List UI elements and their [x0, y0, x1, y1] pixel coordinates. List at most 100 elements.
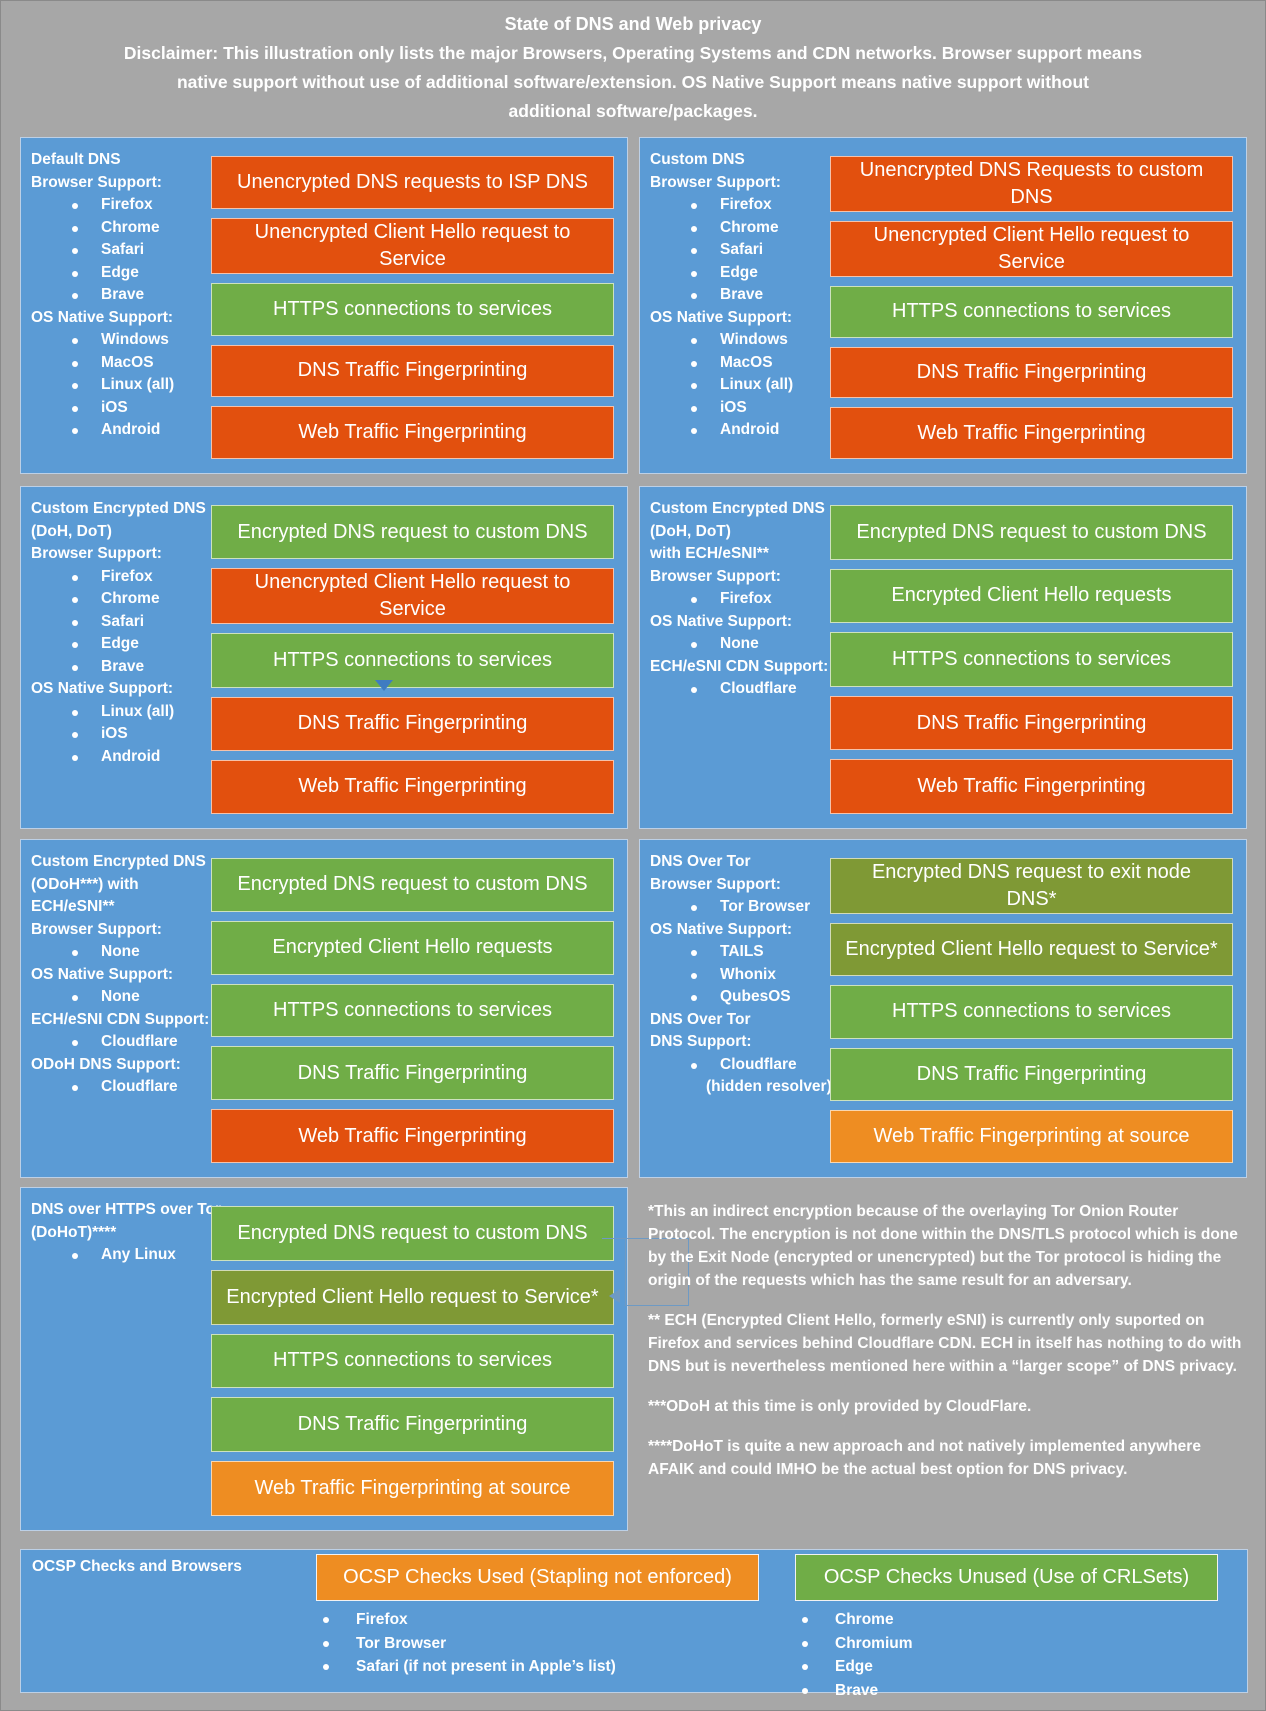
side-bullet-label: Android: [720, 421, 780, 438]
status-bar-green: HTTPS connections to services: [830, 985, 1233, 1039]
footnote-paragraph: ***ODoH at this time is only provided by…: [648, 1398, 1032, 1415]
side-heading: DNS Over Tor: [650, 853, 751, 870]
bullet-item: Chromium: [795, 1632, 913, 1656]
side-heading: DNS over HTTPS over Tor: [31, 1201, 222, 1218]
status-bar-green: HTTPS connections to services: [211, 1333, 614, 1389]
side-bullet-label: Android: [101, 421, 161, 438]
bullet-icon: [802, 1687, 808, 1694]
bullet-icon: [72, 664, 78, 671]
status-bar-olive: Encrypted Client Hello request to Servic…: [830, 923, 1233, 977]
bullet-icon: [691, 642, 697, 648]
side-bullet-label: iOS: [720, 398, 747, 416]
bullet-item: Firefox: [31, 566, 217, 589]
side-bullet-label: MacOS: [101, 353, 154, 371]
status-bar-red: Web Traffic Fingerprinting: [830, 759, 1233, 814]
status-bar-red: DNS Traffic Fingerprinting: [830, 695, 1233, 751]
status-bar-green: HTTPS connections to services: [211, 282, 614, 336]
side-bullet-label: Windows: [720, 331, 788, 348]
status-bar-orange: Web Traffic Fingerprinting at source: [211, 1461, 614, 1516]
bullet-item: Safari: [31, 239, 217, 262]
side-heading: Browser Support:: [650, 173, 781, 191]
bullet-icon: [691, 597, 697, 603]
status-bar-orange: Web Traffic Fingerprinting at source: [830, 1109, 1233, 1163]
ocsp-browser-label: Chromium: [835, 1634, 913, 1652]
panel-side-list: Custom Encrypted DNS (DoH, DoT) with ECH/e…: [640, 487, 836, 701]
side-heading: OS Native Support:: [650, 612, 793, 630]
bullet-item: Firefox: [316, 1608, 616, 1632]
stray-callout-arrow-icon: [609, 1289, 620, 1303]
ocsp-browser-label: Tor Browser: [356, 1634, 447, 1652]
side-bullet-label: TAILS: [720, 943, 764, 960]
bullet-item: MacOS: [31, 352, 217, 375]
bullet-icon: [72, 754, 78, 761]
side-bullet-label: Linux (all): [101, 376, 175, 393]
page-title: State of DNS and Web privacy: [504, 14, 762, 34]
bullet-item: Firefox: [650, 194, 836, 217]
bullet-item: Cloudflare: [31, 1076, 217, 1099]
disclaimer-line-2: native support without use of additional…: [176, 72, 1090, 92]
side-heading: ODoH DNS Support:: [31, 1055, 181, 1073]
side-bullet-label: Safari: [101, 241, 145, 258]
bullet-icon: [72, 1253, 78, 1259]
status-bar-red: Web Traffic Fingerprinting: [211, 759, 614, 814]
status-bar-red: Unencrypted Client Hello request to Serv…: [830, 221, 1233, 277]
status-bar-green: Encrypted DNS request to custom DNS: [211, 858, 614, 912]
side-bullet-label: MacOS: [720, 353, 773, 371]
stray-callout-line: [602, 1238, 626, 1239]
side-heading: Browser Support:: [31, 173, 162, 191]
panel-row-4: DNS over HTTPS over Tor (DoHoT)**** Any Li…: [20, 1187, 1248, 1531]
side-heading: OS Native Support:: [31, 965, 174, 983]
side-continuation: (hidden resolver): [706, 1078, 832, 1095]
side-heading: Browser Support:: [31, 920, 162, 938]
bullet-icon: [72, 597, 78, 603]
bullet-icon: [691, 972, 697, 979]
status-bars: Encrypted DNS request to custom DNS Encry…: [211, 858, 614, 1163]
side-bullet-label: Cloudflare: [720, 1055, 797, 1073]
bullet-icon: [691, 270, 697, 277]
ocsp-browser-label: Edge: [835, 1658, 873, 1675]
bullet-item: TAILS: [650, 941, 836, 964]
side-bullet-label: Tor Browser: [720, 898, 811, 915]
bullet-item: Edge: [795, 1655, 913, 1679]
side-heading: DNS Support:: [650, 1033, 752, 1050]
disclaimer-line-3: additional software/packages.: [508, 101, 758, 121]
bullet-item: QubesOS: [650, 986, 836, 1009]
side-bullet-label: Cloudflare: [720, 680, 797, 697]
bullet-icon: [72, 225, 78, 232]
status-bar-red: Web Traffic Fingerprinting: [211, 1109, 614, 1163]
panel-custom-encrypted-dns-odoh-ech-esni: Custom Encrypted DNS (ODoH***) with ECH/eS…: [20, 839, 628, 1178]
status-bar-red: Web Traffic Fingerprinting: [830, 407, 1233, 460]
panel-dns-over-tor: DNS Over Tor Browser Support: Tor Browser O…: [639, 839, 1247, 1178]
panel-side-list: Custom DNS Browser Support: Firefox Chrome S…: [640, 138, 836, 442]
stray-arrow-icon: [375, 680, 393, 691]
ocsp-unused-box: OCSP Checks Unused (Use of CRLSets): [795, 1554, 1218, 1601]
bullet-item: Windows: [650, 329, 836, 352]
side-heading: (DoH, DoT): [31, 522, 112, 540]
footnote-paragraph: ** ECH (Encrypted Client Hello, formerly…: [648, 1312, 1242, 1375]
bullet-item: None: [31, 986, 217, 1009]
bullet-item: Edge: [31, 262, 217, 285]
bullet-item: MacOS: [650, 352, 836, 375]
side-heading: Default DNS: [31, 151, 121, 168]
side-heading: ECH/eSNI CDN Support:: [31, 1010, 210, 1028]
panel-side-list: Custom Encrypted DNS (DoH, DoT) Browser Su…: [21, 487, 217, 768]
bullet-icon: [691, 428, 697, 434]
bullet-icon: [72, 709, 78, 716]
side-heading: OS Native Support:: [31, 680, 174, 697]
bullet-item: Linux (all): [31, 374, 217, 397]
panel-side-list: Custom Encrypted DNS (ODoH***) with ECH/eS…: [21, 840, 217, 1099]
side-bullet-label: Android: [101, 747, 161, 765]
panel-ocsp-checks: OCSP Checks and Browsers OCSP Checks Use…: [20, 1549, 1248, 1699]
status-bars: Unencrypted DNS requests to ISP DNS Unenc…: [211, 156, 614, 459]
stray-callout-box: [625, 1238, 689, 1306]
side-bullet-label: None: [101, 943, 140, 960]
bullet-item: Safari: [31, 611, 217, 634]
ocsp-unused-browser-list: Chrome Chromium Edge Brave: [795, 1608, 913, 1702]
bullet-item: Chrome: [31, 217, 217, 240]
side-bullet-label: None: [720, 635, 759, 652]
panel-row-3: Custom Encrypted DNS (ODoH***) with ECH/eS…: [20, 839, 1248, 1178]
bullet-item: Any Linux: [31, 1244, 217, 1267]
bullet-icon: [323, 1664, 329, 1670]
ocsp-browser-label: Chrome: [835, 1611, 894, 1628]
